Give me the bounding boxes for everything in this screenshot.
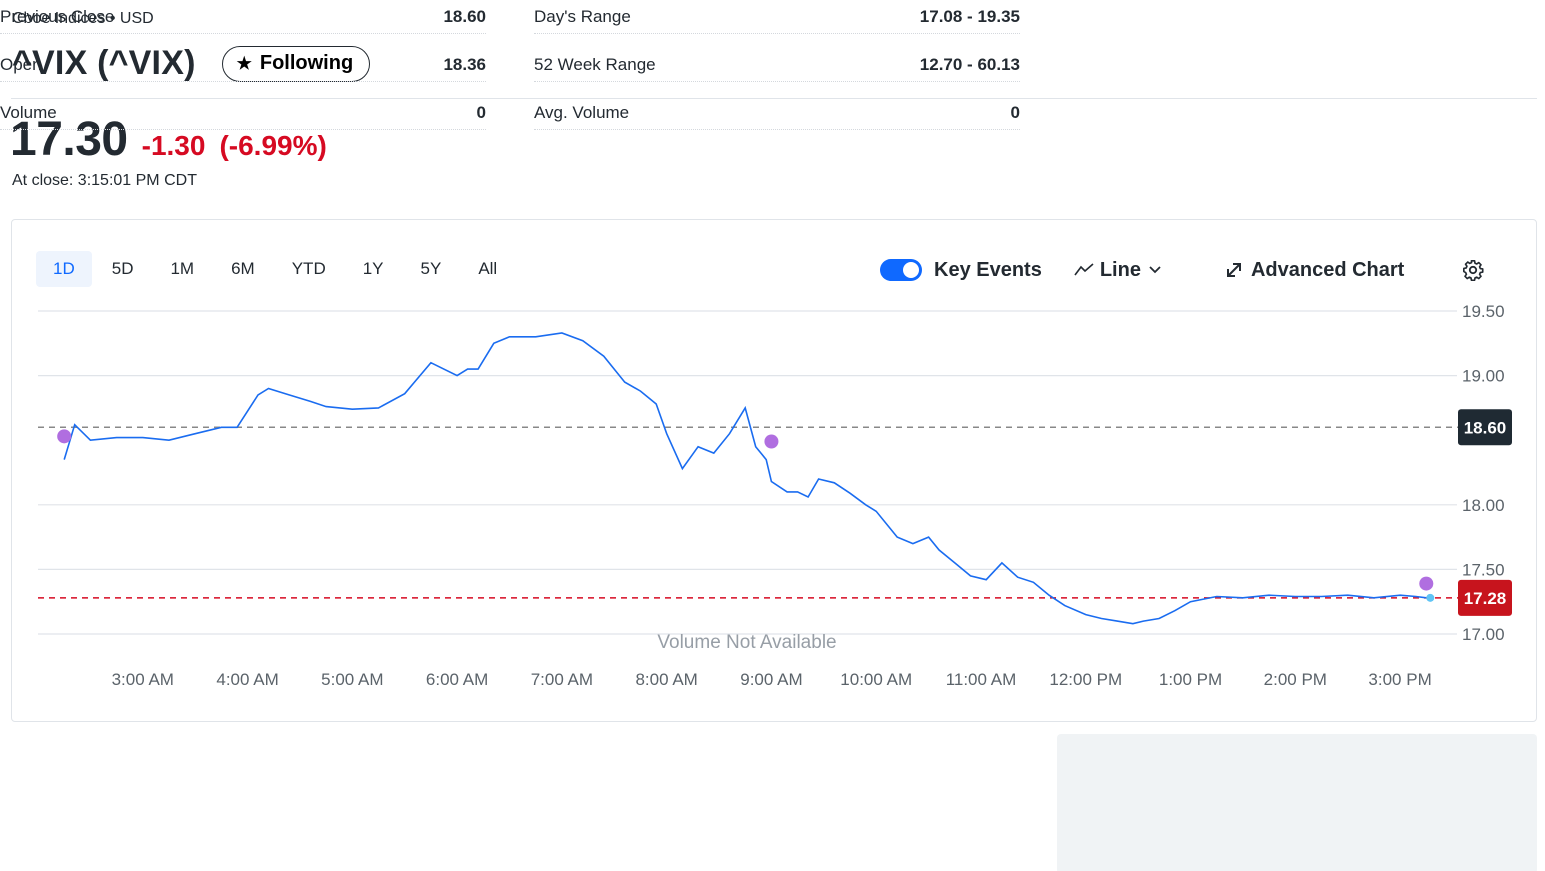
expand-icon xyxy=(1226,263,1241,277)
price-change-percent: (-6.99%) xyxy=(219,130,327,161)
toggle-knob xyxy=(903,262,919,278)
x-tick-label: 3:00 PM xyxy=(1368,670,1431,689)
chart-type-label: Line xyxy=(1099,258,1141,281)
stat-row: Volume 0 xyxy=(0,96,486,130)
stat-value: 17.08 - 19.35 xyxy=(919,6,1020,26)
price-tag-box xyxy=(1458,409,1512,446)
stat-label: Previous Close xyxy=(0,6,115,26)
stat-label: Day's Range xyxy=(534,6,631,26)
range-tab-6m[interactable]: 6M xyxy=(231,259,255,278)
quote-row: 17.30 -1.30 (-6.99%) xyxy=(10,112,327,167)
stat-row: 52 Week Range 12.70 - 60.13 xyxy=(534,48,1020,82)
line-chart-icon xyxy=(1074,263,1094,276)
x-tick-label: 11:00 AM xyxy=(946,670,1017,689)
following-label: Following xyxy=(259,52,354,74)
x-tick-label: 9:00 AM xyxy=(740,670,802,689)
y-tick-label: 19.50 xyxy=(1462,302,1505,321)
y-axis: 19.50 19.00 18.00 17.50 17.00 xyxy=(1462,302,1505,644)
price-chart[interactable]: 19.50 19.00 18.00 17.50 17.00 3:00 AM 4:00 AM… xyxy=(12,220,1538,723)
x-tick-label: 5:00 AM xyxy=(321,670,383,689)
range-tab-1d[interactable]: 1D xyxy=(36,251,92,287)
price-value: 17.30 xyxy=(10,113,128,166)
previous-close-tag: 18.60 xyxy=(1458,409,1512,446)
chart-grid xyxy=(38,310,1457,635)
x-tick-label: 6:00 AM xyxy=(426,670,488,689)
stat-label: Open xyxy=(0,54,42,74)
price-series-line xyxy=(63,332,1427,625)
chart-card: 1D 5D 1M 6M YTD 1Y 5Y All Key Events Line Advan… xyxy=(11,219,1537,722)
volume-note: Volume Not Available xyxy=(657,632,836,653)
stat-value: 0 xyxy=(1010,102,1020,122)
x-tick-label: 7:00 AM xyxy=(531,670,593,689)
stat-label: Avg. Volume xyxy=(534,102,630,122)
stat-row: Open 18.36 xyxy=(0,48,486,82)
following-button[interactable]: ★ Following xyxy=(221,45,371,82)
x-tick-label: 10:00 AM xyxy=(840,670,912,689)
advanced-chart-button[interactable]: Advanced Chart xyxy=(1225,259,1404,282)
stat-value: 12.70 - 60.13 xyxy=(919,54,1020,74)
key-events-toggle[interactable] xyxy=(880,259,922,281)
x-tick-label: 4:00 AM xyxy=(216,670,278,689)
chart-type-dropdown[interactable]: Line xyxy=(1074,259,1167,282)
range-tab-1m[interactable]: 1M xyxy=(170,259,195,278)
y-tick-label: 19.00 xyxy=(1462,367,1505,386)
price-tag-label: 17.28 xyxy=(1464,589,1507,608)
title-row: ^VIX (^VIX) ★ Following xyxy=(12,44,371,83)
key-events-markers xyxy=(57,429,1435,602)
x-tick-label: 1:00 PM xyxy=(1159,670,1222,689)
y-tick-label: 18.00 xyxy=(1462,496,1505,515)
last-price-tag: 17.28 xyxy=(1458,579,1512,616)
stat-row: Previous Close 18.60 xyxy=(0,0,486,34)
stat-label: Volume xyxy=(0,102,57,122)
advanced-chart-label: Advanced Chart xyxy=(1250,258,1405,281)
settings-button[interactable] xyxy=(1462,259,1484,281)
stat-value: 18.36 xyxy=(443,54,486,74)
exchange-label: Cboe Indices • USD xyxy=(12,10,154,27)
chevron-down-icon xyxy=(1149,266,1161,274)
range-tab-5d[interactable]: 5D xyxy=(111,259,134,278)
key-event-marker[interactable] xyxy=(764,434,779,449)
key-event-marker[interactable] xyxy=(1419,576,1434,591)
gear-icon xyxy=(1463,260,1484,281)
range-tab-ytd[interactable]: YTD xyxy=(291,259,326,278)
range-tab-all[interactable]: All xyxy=(478,259,498,278)
ticker-title: ^VIX (^VIX) xyxy=(12,44,196,82)
y-tick-label: 17.50 xyxy=(1462,560,1505,579)
key-event-marker[interactable] xyxy=(57,429,72,444)
divider xyxy=(11,98,1537,99)
x-tick-label: 2:00 PM xyxy=(1264,670,1327,689)
x-tick-label: 8:00 AM xyxy=(635,670,697,689)
price-change: -1.30 xyxy=(141,130,206,161)
star-icon: ★ xyxy=(236,53,252,73)
x-tick-label: 12:00 PM xyxy=(1049,670,1122,689)
range-tab-1y[interactable]: 1Y xyxy=(362,259,384,278)
key-events-label: Key Events xyxy=(934,258,1042,281)
range-tab-5y[interactable]: 5Y xyxy=(420,259,442,278)
stat-value: 18.60 xyxy=(443,6,486,26)
range-tabs: 1D 5D 1M 6M YTD 1Y 5Y All xyxy=(36,251,517,287)
price-tag-box xyxy=(1458,579,1512,616)
x-tick-label: 3:00 AM xyxy=(112,670,174,689)
current-point xyxy=(1426,593,1435,602)
x-axis: 3:00 AM 4:00 AM 5:00 AM 6:00 AM 7:00 AM 8:00 … xyxy=(112,670,1432,689)
price-tag-label: 18.60 xyxy=(1464,418,1507,437)
close-time: At close: 3:15:01 PM CDT xyxy=(12,172,197,189)
chart-toolbar: Key Events Line Advanced Chart xyxy=(880,258,1484,282)
stat-row: Avg. Volume 0 xyxy=(534,96,1020,130)
stat-label: 52 Week Range xyxy=(534,54,656,74)
side-panel xyxy=(1057,734,1537,871)
stat-value: 0 xyxy=(476,102,486,122)
y-tick-label: 17.00 xyxy=(1462,625,1505,644)
stat-row: Day's Range 17.08 - 19.35 xyxy=(534,0,1020,34)
